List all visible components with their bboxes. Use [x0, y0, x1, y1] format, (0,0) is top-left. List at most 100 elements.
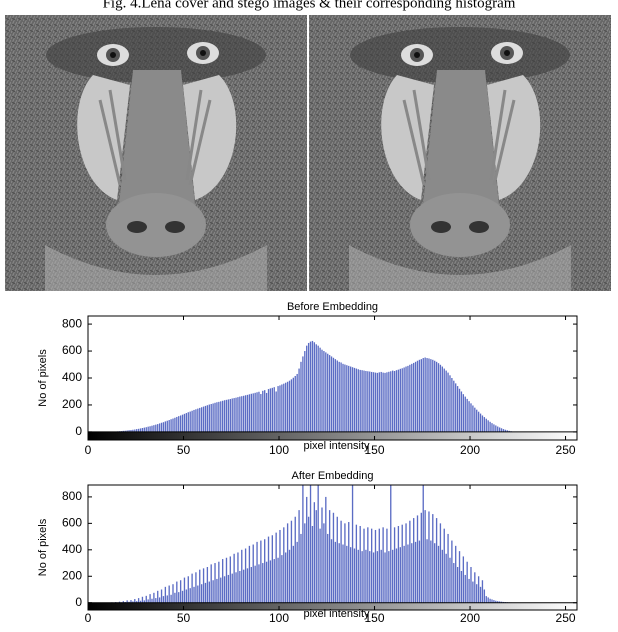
- histogram-bar: [306, 346, 307, 432]
- histogram-bar: [165, 421, 166, 432]
- histogram-bar: [138, 598, 139, 603]
- histogram-bar: [306, 497, 307, 603]
- histogram-bar: [256, 392, 257, 432]
- histogram-bar: [319, 529, 320, 603]
- x-tick-label: 250: [556, 611, 576, 625]
- histogram-bar: [157, 591, 158, 603]
- histogram-bar: [275, 533, 276, 603]
- histogram-bar: [476, 410, 477, 432]
- histogram-bar: [377, 373, 378, 432]
- histogram-bar: [159, 423, 160, 431]
- histogram-bar: [352, 481, 353, 603]
- histogram-bar: [283, 384, 284, 432]
- histogram-bar: [384, 373, 385, 432]
- histogram-bar: [212, 580, 213, 602]
- histogram-bar: [258, 564, 259, 602]
- histogram-bar: [302, 356, 303, 431]
- histogram-bar: [188, 576, 189, 602]
- histogram-bar: [218, 562, 219, 603]
- histogram-bar: [220, 401, 221, 432]
- histogram-bar: [419, 541, 420, 603]
- histogram-bar: [176, 417, 177, 432]
- histogram-bar: [274, 387, 275, 432]
- histogram-bar: [426, 539, 427, 602]
- x-axis-label: pixel intensity: [303, 440, 370, 452]
- histogram-bar: [329, 510, 330, 603]
- histogram-bar: [434, 543, 435, 603]
- histogram-bar: [482, 415, 483, 431]
- colorbar: [88, 432, 577, 440]
- histogram-bar: [337, 517, 338, 603]
- y-tick-label: 200: [62, 568, 82, 582]
- x-tick-label: 100: [269, 443, 289, 457]
- x-tick-label: 50: [177, 443, 191, 457]
- x-tick-label: 0: [85, 443, 92, 457]
- histogram-bar: [489, 599, 490, 603]
- histogram-bar: [201, 407, 202, 432]
- x-tick-label: 250: [556, 443, 576, 457]
- histogram-bar: [388, 372, 389, 432]
- histogram-bar: [149, 426, 150, 432]
- x-tick-label: 200: [460, 611, 480, 625]
- histogram-bar: [392, 550, 393, 603]
- histogram-bar: [279, 530, 280, 603]
- histogram-bar: [167, 421, 168, 432]
- histogram-bar: [289, 550, 290, 603]
- histogram-bar: [264, 390, 265, 432]
- histogram-bar: [402, 525, 403, 603]
- histogram-bar: [211, 564, 212, 602]
- histogram-bar: [153, 425, 154, 432]
- histogram-bar: [230, 399, 231, 432]
- histogram-bar: [472, 405, 473, 431]
- histogram-bar: [291, 379, 292, 432]
- histogram-bar: [447, 534, 448, 603]
- histogram-bar: [285, 552, 286, 602]
- histogram-bar: [430, 541, 431, 603]
- histogram-bar: [403, 546, 404, 603]
- histogram-bar: [174, 418, 175, 432]
- y-tick-label: 400: [62, 542, 82, 556]
- histogram-bar: [182, 591, 183, 603]
- histogram-bar: [239, 571, 240, 603]
- histogram-bar: [356, 525, 357, 603]
- histogram-bar: [453, 381, 454, 432]
- histogram-bar: [216, 579, 217, 603]
- histogram-bar: [285, 383, 286, 432]
- histogram-bar: [287, 382, 288, 432]
- histogram-bar: [394, 527, 395, 602]
- histogram-bar: [335, 542, 336, 603]
- histogram-bar: [367, 527, 368, 602]
- histogram-bar: [415, 362, 416, 432]
- histogram-bar: [251, 567, 252, 603]
- histogram-bar: [426, 358, 427, 432]
- histogram-bar: [296, 542, 297, 603]
- histogram-bar: [468, 401, 469, 432]
- histogram-bar: [233, 398, 234, 432]
- histogram-bar: [312, 341, 313, 432]
- x-tick-label: 200: [460, 443, 480, 457]
- histogram-bar: [325, 352, 326, 432]
- histogram-bar: [159, 597, 160, 602]
- histogram-bar: [354, 368, 355, 432]
- y-tick-label: 0: [75, 424, 82, 438]
- chart-title: Before Embedding: [287, 301, 378, 313]
- histogram-bar: [382, 527, 383, 602]
- histogram-bar: [421, 359, 422, 432]
- histogram-bar: [300, 534, 301, 603]
- histogram-bar: [161, 589, 162, 602]
- histogram-bar: [186, 589, 187, 602]
- histogram-bar: [277, 386, 278, 432]
- histogram-bar: [190, 588, 191, 603]
- histogram-bar: [329, 355, 330, 432]
- histogram-bar: [245, 548, 246, 602]
- histogram-bar: [407, 366, 408, 432]
- histogram-bar: [163, 422, 164, 432]
- histogram-bar: [369, 551, 370, 603]
- histogram-bar: [390, 371, 391, 432]
- histogram-bar: [274, 559, 275, 603]
- histogram-bar: [451, 541, 452, 603]
- histogram-bar: [260, 541, 261, 603]
- histogram-bar: [253, 545, 254, 603]
- histogram-bar: [484, 417, 485, 432]
- histogram-bar: [247, 395, 248, 432]
